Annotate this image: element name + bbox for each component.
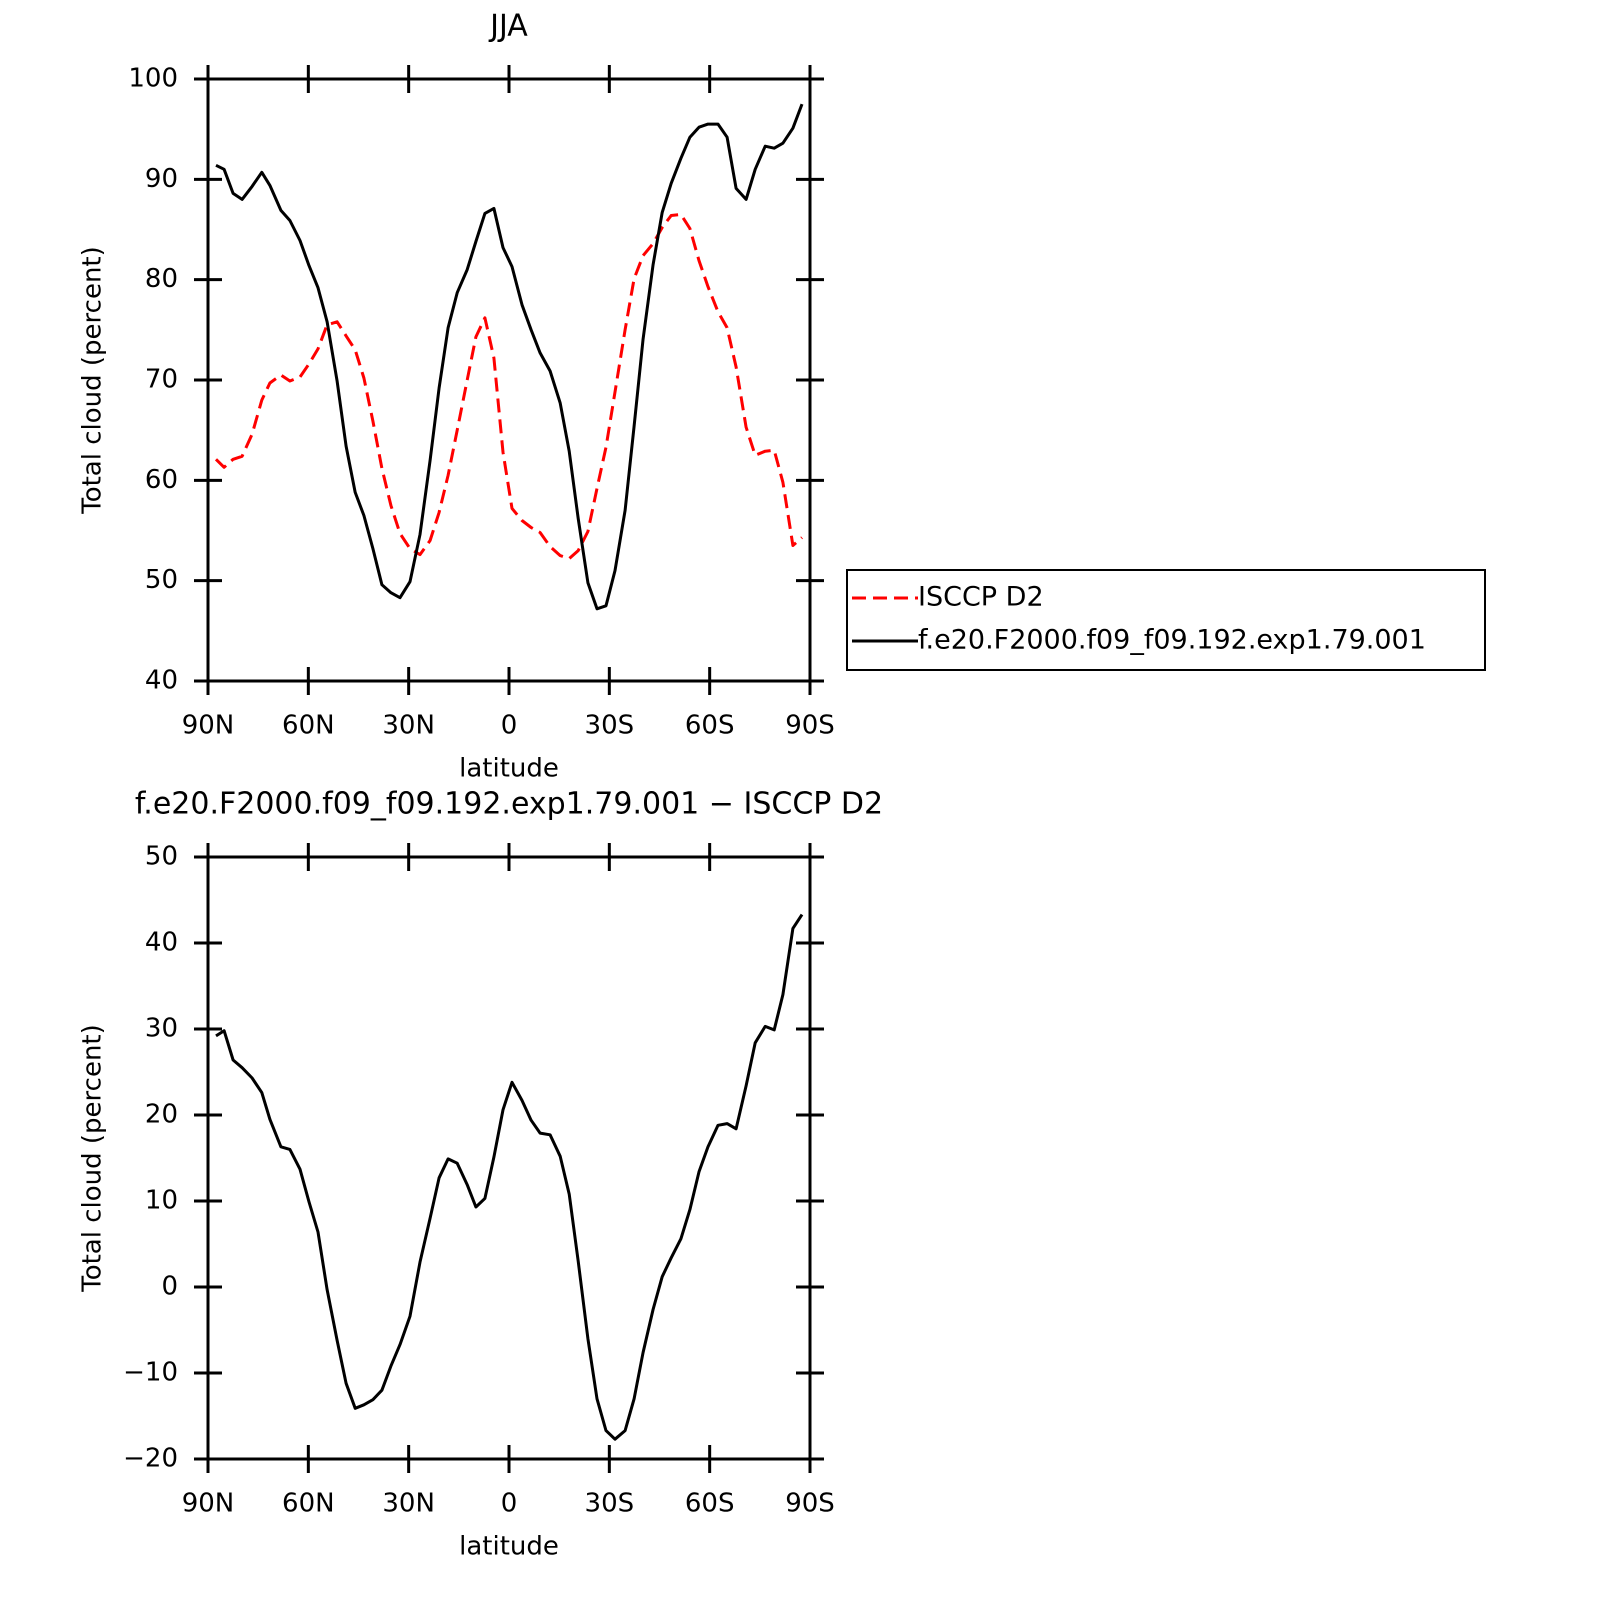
y-tick-label: 50 xyxy=(145,842,178,872)
y-tick-label: 0 xyxy=(161,1272,178,1302)
y-axis-label: Total cloud (percent) xyxy=(78,246,108,515)
plot-frame xyxy=(206,855,812,1461)
y-tick-label: 90 xyxy=(145,164,178,194)
y-tick-label: 50 xyxy=(145,565,178,595)
y-tick-label: 40 xyxy=(145,666,178,696)
y-axis-label: Total cloud (percent) xyxy=(78,1024,108,1293)
x-tick-label: 30S xyxy=(585,1489,635,1519)
y-tick-label: 70 xyxy=(145,365,178,395)
x-tick-label: 60N xyxy=(282,711,335,741)
x-tick-label: 30S xyxy=(585,711,635,741)
x-tick-label: 90S xyxy=(785,1489,835,1519)
legend-label: f.e20.F2000.f09_f09.192.exp1.79.001 xyxy=(918,625,1426,656)
y-tick-label: 60 xyxy=(145,465,178,495)
y-tick-label: 80 xyxy=(145,264,178,294)
x-tick-label: 30N xyxy=(382,711,435,741)
x-axis-label: latitude xyxy=(459,1532,559,1562)
plot-frame xyxy=(206,77,812,683)
y-tick-label: 20 xyxy=(145,1100,178,1130)
y-tick-label: −10 xyxy=(123,1358,178,1388)
data-line xyxy=(215,913,804,1441)
x-tick-label: 0 xyxy=(501,1489,518,1519)
x-axis-label: latitude xyxy=(459,754,559,784)
legend-box xyxy=(846,569,1486,671)
y-tick-label: −20 xyxy=(123,1444,178,1474)
legend-label: ISCCP D2 xyxy=(918,582,1044,613)
y-tick-label: 40 xyxy=(145,928,178,958)
x-tick-label: 90N xyxy=(182,711,235,741)
y-tick-label: 10 xyxy=(145,1186,178,1216)
y-tick-label: 30 xyxy=(145,1014,178,1044)
x-tick-label: 90S xyxy=(785,711,835,741)
y-tick-label: 100 xyxy=(128,64,178,94)
chart-title: f.e20.F2000.f09_f09.192.exp1.79.001 − IS… xyxy=(135,787,883,822)
x-tick-label: 60N xyxy=(282,1489,335,1519)
x-tick-label: 0 xyxy=(501,711,518,741)
x-tick-label: 30N xyxy=(382,1489,435,1519)
x-tick-label: 90N xyxy=(182,1489,235,1519)
x-tick-label: 60S xyxy=(685,1489,735,1519)
x-tick-label: 60S xyxy=(685,711,735,741)
chart-title: JJA xyxy=(488,9,528,44)
data-line xyxy=(215,103,804,611)
data-line xyxy=(214,212,803,561)
